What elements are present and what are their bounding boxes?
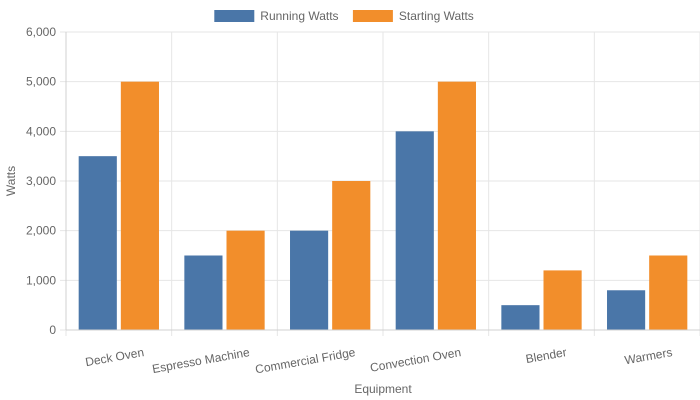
legend-item[interactable]: Running Watts <box>214 9 339 23</box>
y-tick-label: 5,000 <box>26 75 56 89</box>
legend-label: Running Watts <box>260 9 338 23</box>
bar-starting-watts[interactable] <box>226 230 265 330</box>
bar-starting-watts[interactable] <box>332 181 371 330</box>
bar-running-watts[interactable] <box>501 305 540 330</box>
bar-starting-watts[interactable] <box>649 255 688 331</box>
legend-swatch <box>352 10 393 22</box>
x-tick-label: Commercial Fridge <box>254 345 357 376</box>
y-tick-label: 0 <box>49 323 56 337</box>
bar-running-watts[interactable] <box>184 255 223 331</box>
legend-label: Starting Watts <box>399 9 474 23</box>
bar-running-watts[interactable] <box>607 290 646 330</box>
x-axis-title: Equipment <box>354 382 412 396</box>
bar-starting-watts[interactable] <box>120 81 159 331</box>
bars <box>78 81 688 331</box>
y-tick-label: 1,000 <box>26 273 56 287</box>
legend[interactable]: Running Watts Starting Watts <box>214 9 474 23</box>
legend-item[interactable]: Starting Watts <box>352 9 474 23</box>
gridlines <box>60 31 700 336</box>
bar-running-watts[interactable] <box>395 131 434 330</box>
legend-swatch <box>214 10 255 22</box>
y-tick-label: 4,000 <box>26 124 56 138</box>
y-tick-label: 6,000 <box>26 25 56 39</box>
bar-starting-watts[interactable] <box>543 270 582 330</box>
y-axis-title: Watts <box>4 166 18 196</box>
x-tick-label: Convection Oven <box>369 345 462 375</box>
x-tick-label: Deck Oven <box>84 345 145 369</box>
bar-running-watts[interactable] <box>78 156 117 330</box>
bar-starting-watts[interactable] <box>437 81 476 331</box>
x-tick-label: Blender <box>525 345 568 366</box>
y-tick-label: 3,000 <box>26 174 56 188</box>
x-tick-label: Espresso Machine <box>151 345 251 376</box>
y-tick-label: 2,000 <box>26 224 56 238</box>
bar-running-watts[interactable] <box>290 230 329 330</box>
x-tick-label: Warmers <box>623 345 673 367</box>
